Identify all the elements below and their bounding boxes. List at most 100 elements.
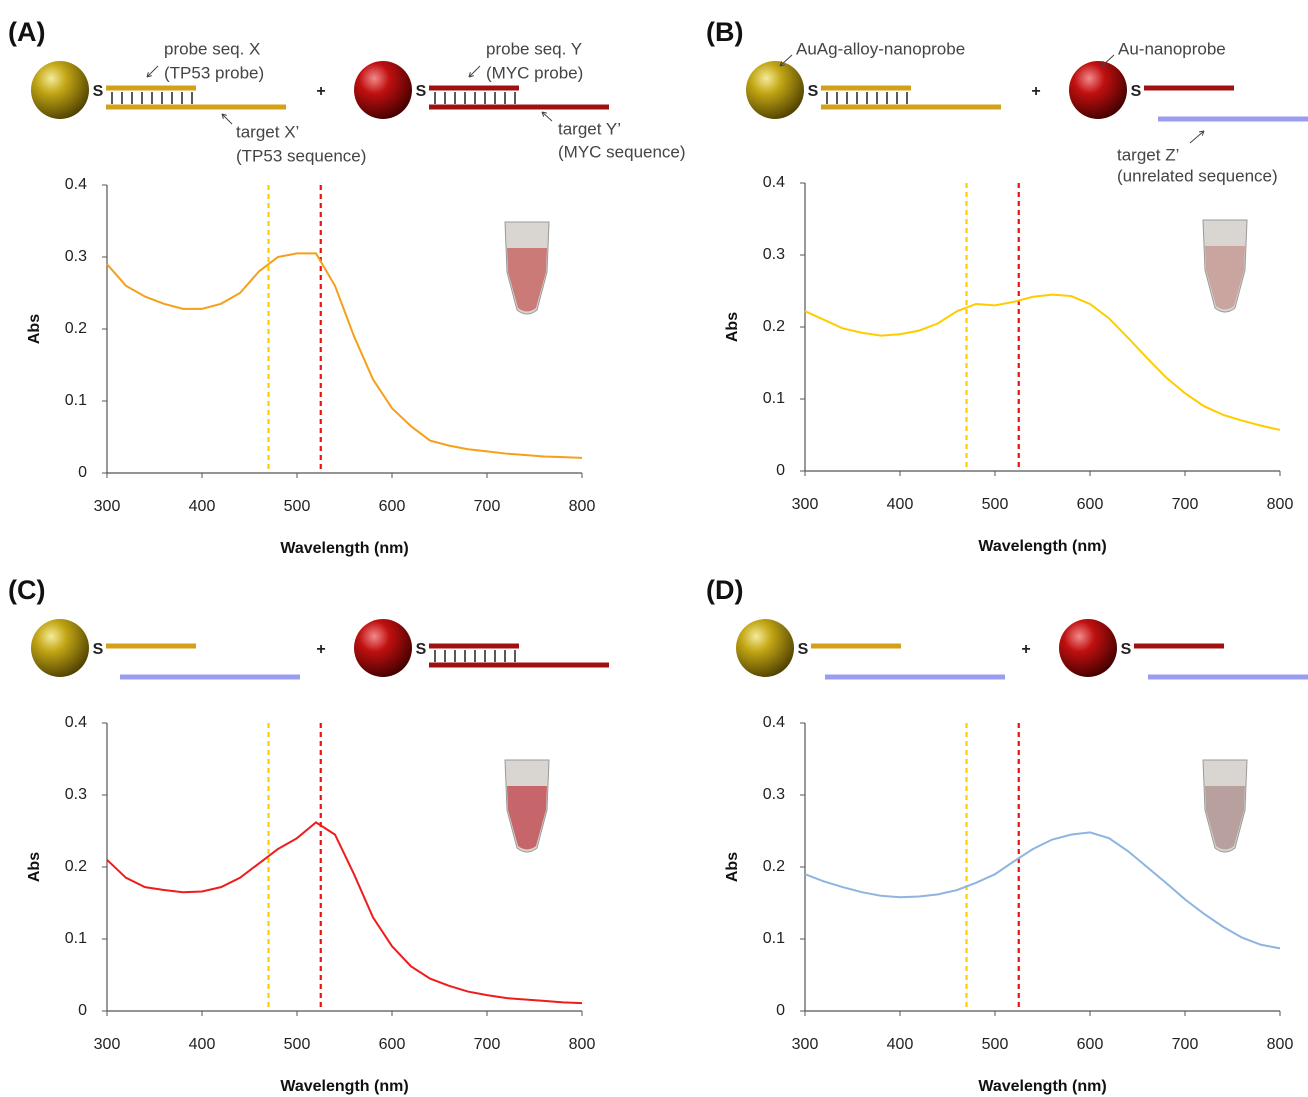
arrow-head <box>1199 130 1205 136</box>
linker-label: S <box>808 83 819 100</box>
x-tick-label: 700 <box>474 498 501 515</box>
annotation-arrow <box>146 65 159 78</box>
annotation: probe seq. Y <box>486 39 582 58</box>
y-tick-label: 0.2 <box>65 320 87 337</box>
annotation-arrow <box>779 54 793 67</box>
y-tick-label: 0 <box>78 464 87 481</box>
y-axis-title: Abs <box>724 852 741 882</box>
annotation: (TP53 probe) <box>164 63 264 82</box>
nanoparticle <box>736 619 794 677</box>
x-tick-label: 800 <box>1267 1036 1294 1053</box>
arrow-head <box>146 72 152 78</box>
linker-label: S <box>1131 83 1142 100</box>
y-tick-label: 0 <box>776 1002 785 1019</box>
y-tick-label: 0.1 <box>65 392 87 409</box>
x-tick-label: 400 <box>887 1036 914 1053</box>
annotation-arrow <box>1189 130 1205 144</box>
y-tick-label: 0.4 <box>763 174 785 191</box>
y-axis-title: Abs <box>26 314 43 344</box>
y-tick-label: 0.1 <box>65 930 87 947</box>
plus-sign: + <box>316 641 325 658</box>
y-tick-label: 0.3 <box>763 786 785 803</box>
plus-sign: + <box>316 83 325 100</box>
x-axis-title: Wavelength (nm) <box>978 1078 1106 1095</box>
y-tick-label: 0.1 <box>763 390 785 407</box>
x-tick-label: 800 <box>1267 496 1294 513</box>
annotation: target Y’ <box>558 119 621 138</box>
x-axis-title: Wavelength (nm) <box>978 538 1106 555</box>
nanoparticle <box>31 61 89 119</box>
arrow-head <box>541 111 547 117</box>
y-tick-label: 0 <box>78 1002 87 1019</box>
annotation: probe seq. X <box>164 39 260 58</box>
x-tick-label: 500 <box>982 496 1009 513</box>
annotation: target X’ <box>236 122 299 141</box>
x-tick-label: 400 <box>189 498 216 515</box>
x-tick-label: 700 <box>474 1036 501 1053</box>
nanoparticle <box>31 619 89 677</box>
panel-label: (C) <box>8 575 45 605</box>
x-tick-label: 600 <box>379 498 406 515</box>
tube-liquid <box>507 248 547 312</box>
linker-label: S <box>416 83 427 100</box>
y-tick-label: 0.3 <box>65 248 87 265</box>
annotation-arrow <box>468 65 481 78</box>
panel-label: (A) <box>8 17 45 47</box>
x-tick-label: 300 <box>792 1036 819 1053</box>
tube-liquid <box>1205 246 1245 310</box>
x-tick-label: 600 <box>1077 496 1104 513</box>
x-tick-label: 300 <box>792 496 819 513</box>
tube-liquid <box>1205 786 1245 850</box>
spectrum-line <box>106 821 583 1005</box>
annotation: (unrelated sequence) <box>1117 166 1278 185</box>
annotation: (MYC probe) <box>486 63 583 82</box>
x-tick-label: 300 <box>94 1036 121 1053</box>
y-tick-label: 0.4 <box>65 714 87 731</box>
arrow-head <box>779 61 785 67</box>
x-tick-label: 500 <box>982 1036 1009 1053</box>
plus-sign: + <box>1021 641 1030 658</box>
spectrum-line <box>106 252 583 459</box>
y-tick-label: 0.3 <box>763 246 785 263</box>
annotation-arrow <box>1101 54 1115 67</box>
arrow-head <box>221 113 227 119</box>
nanoparticle <box>354 61 412 119</box>
tube-liquid <box>507 786 547 850</box>
y-tick-label: 0.4 <box>65 176 87 193</box>
x-tick-label: 700 <box>1172 1036 1199 1053</box>
x-axis-title: Wavelength (nm) <box>280 540 408 557</box>
x-tick-label: 400 <box>189 1036 216 1053</box>
x-tick-label: 400 <box>887 496 914 513</box>
x-tick-label: 700 <box>1172 496 1199 513</box>
y-axis-title: Abs <box>724 312 741 342</box>
nanoparticle <box>746 61 804 119</box>
y-tick-label: 0.4 <box>763 714 785 731</box>
linker-label: S <box>416 641 427 658</box>
annotation-arrow <box>541 111 553 122</box>
y-axis-title: Abs <box>26 852 43 882</box>
x-tick-label: 500 <box>284 498 311 515</box>
y-tick-label: 0.2 <box>763 318 785 335</box>
spectrum-line <box>804 831 1281 950</box>
nanoparticle <box>1059 619 1117 677</box>
x-axis-title: Wavelength (nm) <box>280 1078 408 1095</box>
plus-sign: + <box>1031 83 1040 100</box>
x-tick-label: 300 <box>94 498 121 515</box>
annotation: target Z’ <box>1117 145 1179 164</box>
x-tick-label: 500 <box>284 1036 311 1053</box>
y-tick-label: 0.1 <box>763 930 785 947</box>
annotation: AuAg-alloy-nanoprobe <box>796 39 965 58</box>
annotation: (MYC sequence) <box>558 142 686 161</box>
spectrum-line <box>804 293 1281 431</box>
nanoparticle <box>1069 61 1127 119</box>
nanoparticle <box>354 619 412 677</box>
y-tick-label: 0.2 <box>763 858 785 875</box>
arrow-head <box>468 72 474 78</box>
x-tick-label: 600 <box>379 1036 406 1053</box>
y-tick-label: 0.2 <box>65 858 87 875</box>
panel-label: (D) <box>706 575 743 605</box>
annotation-arrow <box>221 113 233 125</box>
annotation: (TP53 sequence) <box>236 146 366 165</box>
linker-label: S <box>93 641 104 658</box>
